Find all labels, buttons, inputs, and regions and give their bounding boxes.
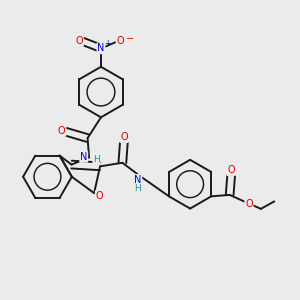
Text: H: H xyxy=(134,184,141,193)
Text: N: N xyxy=(80,152,87,162)
Text: O: O xyxy=(58,126,65,136)
Text: O: O xyxy=(116,36,124,46)
Text: H: H xyxy=(93,155,100,164)
Text: −: − xyxy=(126,34,134,44)
Text: N: N xyxy=(134,175,142,185)
Text: O: O xyxy=(245,199,253,208)
Text: +: + xyxy=(104,38,111,47)
Text: O: O xyxy=(75,36,83,46)
Text: O: O xyxy=(96,191,103,201)
Text: N: N xyxy=(97,44,105,53)
Text: O: O xyxy=(120,132,128,142)
Text: O: O xyxy=(227,165,235,175)
